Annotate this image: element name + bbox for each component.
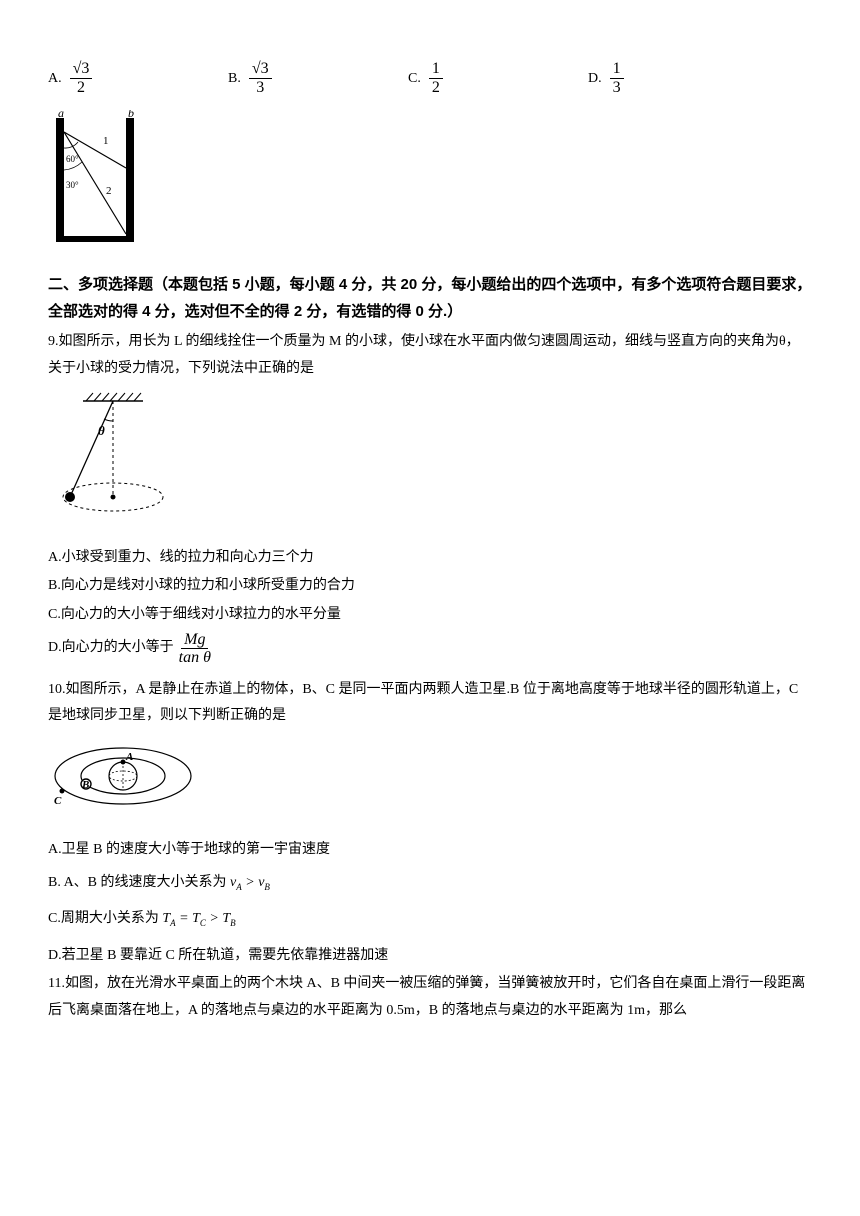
angle-30: 30° bbox=[66, 180, 79, 190]
label-a: a bbox=[58, 110, 64, 120]
q9-choice-A: A.小球受到重力、线的拉力和向心力三个力 bbox=[48, 545, 812, 572]
q10-C-prefix: C.周期大小关系为 bbox=[48, 911, 159, 926]
numerator: Mg bbox=[181, 631, 208, 650]
q8-option-A: A. √3 2 bbox=[48, 60, 218, 96]
q10-choice-D: D.若卫星 B 要靠近 C 所在轨道，需要先依靠推进器加速 bbox=[48, 943, 812, 970]
orbit-diagram: A B C bbox=[48, 736, 198, 816]
q10-figure: A B C bbox=[48, 736, 812, 825]
label-B: B bbox=[81, 779, 89, 791]
q9-choice-B: B.向心力是线对小球的拉力和小球所受重力的合力 bbox=[48, 573, 812, 600]
fraction: √3 2 bbox=[70, 60, 93, 96]
numerator: √3 bbox=[70, 60, 93, 79]
q9-stem-text: 9.如图所示，用长为 L 的细线拴住一个质量为 M 的小球，使小球在水平面内做匀… bbox=[48, 334, 800, 376]
q9-choice-D: D.向心力的大小等于 Mg tan θ bbox=[48, 631, 812, 667]
angle-60: 60° bbox=[66, 154, 79, 164]
fraction: √3 3 bbox=[249, 60, 272, 96]
q10-stem: 10.如图所示，A 是静止在赤道上的物体，B、C 是同一平面内两颗人造卫星.B … bbox=[48, 677, 812, 730]
q8-option-B: B. √3 3 bbox=[228, 60, 398, 96]
label-1: 1 bbox=[103, 135, 109, 147]
numerator: √3 bbox=[249, 60, 272, 79]
label-A: A bbox=[125, 751, 133, 763]
walls-diagram: a b 1 2 60° 30° bbox=[48, 110, 148, 250]
q9-figure: θ bbox=[48, 389, 812, 533]
denominator: 2 bbox=[429, 79, 443, 97]
conical-pendulum-diagram: θ bbox=[48, 389, 178, 524]
fraction: 1 2 bbox=[429, 60, 443, 96]
q10-C-relation: TA = TC > TB bbox=[162, 911, 235, 926]
option-label: B. bbox=[228, 66, 241, 91]
denominator: tan θ bbox=[176, 649, 214, 667]
q10-choice-B: B. A、B 的线速度大小关系为 vA > vB bbox=[48, 870, 812, 897]
denominator: 3 bbox=[610, 79, 624, 97]
q8-figure: a b 1 2 60° 30° bbox=[48, 110, 812, 259]
q8-options: A. √3 2 B. √3 3 C. 1 2 D. 1 3 bbox=[48, 60, 812, 96]
fraction: Mg tan θ bbox=[176, 631, 214, 667]
numerator: 1 bbox=[429, 60, 443, 79]
theta-label: θ bbox=[98, 423, 105, 438]
q11-stem: 11.如图，放在光滑水平桌面上的两个木块 A、B 中间夹一被压缩的弹簧，当弹簧被… bbox=[48, 971, 812, 1024]
numerator: 1 bbox=[610, 60, 624, 79]
section-2-title: 二、多项选择题（本题包括 5 小题，每小题 4 分，共 20 分，每小题给出的四… bbox=[48, 271, 812, 325]
q9-D-prefix: D.向心力的大小等于 bbox=[48, 635, 174, 662]
q9-stem: 9.如图所示，用长为 L 的细线拴住一个质量为 M 的小球，使小球在水平面内做匀… bbox=[48, 329, 812, 382]
q10-B-prefix: B. A、B 的线速度大小关系为 bbox=[48, 875, 227, 890]
q8-option-C: C. 1 2 bbox=[408, 60, 578, 96]
option-label: D. bbox=[588, 66, 602, 91]
label-2: 2 bbox=[106, 185, 112, 197]
label-C: C bbox=[54, 795, 62, 807]
label-b: b bbox=[128, 110, 134, 120]
q8-option-D: D. 1 3 bbox=[588, 60, 758, 96]
fraction: 1 3 bbox=[610, 60, 624, 96]
q10-choice-C: C.周期大小关系为 TA = TC > TB bbox=[48, 906, 812, 933]
denominator: 2 bbox=[74, 79, 88, 97]
q10-choice-A: A.卫星 B 的速度大小等于地球的第一宇宙速度 bbox=[48, 837, 812, 864]
q10-B-relation: vA > vB bbox=[230, 875, 270, 890]
denominator: 3 bbox=[253, 79, 267, 97]
q9-choice-C: C.向心力的大小等于细线对小球拉力的水平分量 bbox=[48, 602, 812, 629]
option-label: A. bbox=[48, 66, 62, 91]
option-label: C. bbox=[408, 66, 421, 91]
